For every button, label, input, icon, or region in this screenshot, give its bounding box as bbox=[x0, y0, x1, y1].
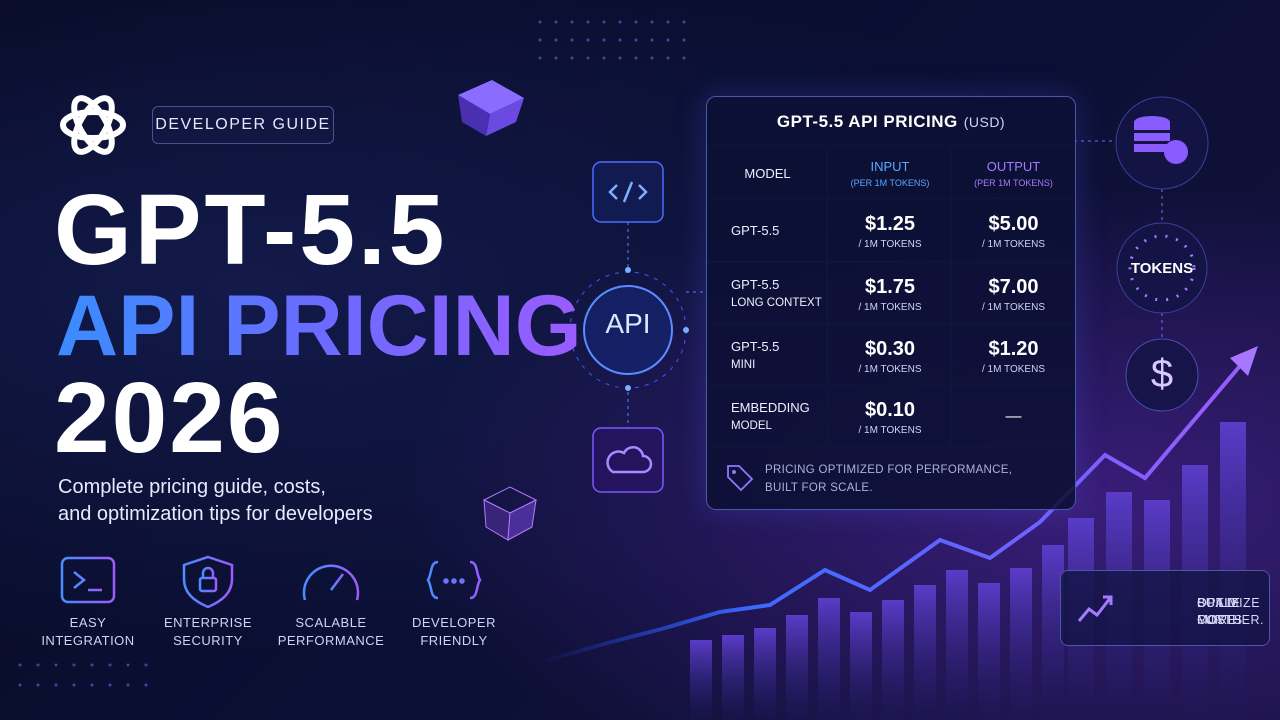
price: $1.75 bbox=[864, 275, 916, 298]
pricing-table: GPT-5.5 API PRICING (USD) PRICING OPTIMIZ… bbox=[706, 96, 1076, 510]
price-cell: — bbox=[952, 387, 1075, 447]
title-text: GPT-5.5 API PRICING bbox=[776, 112, 958, 131]
footer-line: PRICING OPTIMIZED FOR PERFORMANCE, bbox=[765, 464, 1013, 476]
dollar-icon: $ bbox=[1150, 352, 1174, 396]
cube bbox=[458, 80, 538, 541]
model-cell: GPT-5.5 LONG CONTEXT bbox=[707, 263, 828, 325]
feature-label: FRIENDLY bbox=[420, 633, 488, 648]
callout: OPTIMIZE COSTS. BUILD MORE. SCALE FURTHER. bbox=[1060, 570, 1270, 646]
headline: API PRICING bbox=[56, 278, 582, 374]
feature-label: INTEGRATION bbox=[41, 633, 135, 648]
headline: GPT-5.5 bbox=[54, 174, 448, 286]
tag-icon bbox=[727, 465, 754, 492]
feature-label: EASY bbox=[69, 615, 107, 630]
price: $7.00 bbox=[988, 275, 1039, 298]
header-cell: INPUT (PER 1M TOKENS) bbox=[828, 147, 952, 199]
header-label: OUTPUT bbox=[986, 158, 1041, 174]
right-diagram bbox=[1074, 96, 1209, 412]
price: $0.10 bbox=[864, 398, 916, 421]
api-diagram bbox=[567, 161, 706, 493]
api-label: API bbox=[605, 308, 651, 339]
feature: ENTERPRISE SECURITY bbox=[148, 614, 268, 650]
feature-label: DEVELOPER bbox=[412, 615, 496, 630]
badge: DEVELOPER GUIDE bbox=[152, 106, 334, 144]
title-unit: (USD) bbox=[963, 114, 1006, 130]
model-name: MODEL bbox=[731, 420, 772, 432]
feature-label: PERFORMANCE bbox=[277, 633, 385, 648]
price-unit: / 1M TOKENS bbox=[982, 301, 1045, 313]
trend-icon bbox=[1077, 595, 1113, 622]
model-name: GPT-5.5 bbox=[731, 277, 780, 292]
feature-label: ENTERPRISE bbox=[163, 615, 253, 630]
model-cell: EMBEDDING MODEL bbox=[707, 387, 828, 447]
price-cell: $0.30 / 1M TOKENS bbox=[828, 325, 952, 387]
price-unit: / 1M TOKENS bbox=[858, 363, 922, 375]
header-label: MODEL bbox=[744, 165, 791, 181]
feature: EASY INTEGRATION bbox=[28, 614, 148, 650]
feature: SCALABLE PERFORMANCE bbox=[271, 614, 391, 650]
price: $1.20 bbox=[988, 337, 1039, 360]
header-cell: OUTPUT (PER 1M TOKENS) bbox=[952, 147, 1075, 199]
price-unit: / 1M TOKENS bbox=[982, 238, 1045, 250]
price-cell: $5.00 / 1M TOKENS bbox=[952, 199, 1075, 263]
price-unit: / 1M TOKENS bbox=[982, 363, 1045, 375]
feature-label: SECURITY bbox=[173, 633, 243, 648]
header-sub: (PER 1M TOKENS) bbox=[850, 177, 930, 188]
price: $1.25 bbox=[864, 212, 916, 235]
callout-line: OPTIMIZE COSTS. bbox=[1197, 596, 1261, 627]
footer-line: BUILT FOR SCALE. bbox=[765, 482, 873, 494]
price-cell: $1.20 / 1M TOKENS bbox=[952, 325, 1075, 387]
model-cell: GPT-5.5 bbox=[707, 199, 828, 263]
price: — bbox=[1005, 408, 1022, 425]
model-name: MINI bbox=[731, 359, 756, 371]
price-cell: $0.10 / 1M TOKENS bbox=[828, 387, 952, 447]
price-unit: / 1M TOKENS bbox=[858, 301, 922, 313]
callout-line: SCALE FURTHER. bbox=[1197, 596, 1264, 627]
tokens-label: TOKENS bbox=[1130, 260, 1194, 277]
subtitle-line: and optimization tips for developers bbox=[58, 503, 373, 525]
price-unit: / 1M TOKENS bbox=[858, 424, 922, 436]
price: $0.30 bbox=[864, 337, 916, 360]
model-name: LONG CONTEXT bbox=[731, 297, 822, 309]
price-cell: $1.25 / 1M TOKENS bbox=[828, 199, 952, 263]
table-footer: PRICING OPTIMIZED FOR PERFORMANCE, BUILT … bbox=[765, 461, 1012, 497]
dot-grid bbox=[18, 20, 686, 687]
callout-line: BUILD MORE. bbox=[1197, 596, 1241, 627]
model-cell: GPT-5.5 MINI bbox=[707, 325, 828, 387]
table-title: GPT-5.5 API PRICING (USD) bbox=[707, 97, 1075, 147]
feature-icons bbox=[60, 555, 482, 609]
header-label: INPUT bbox=[870, 158, 910, 174]
headline: 2026 bbox=[54, 362, 285, 474]
model-name: GPT-5.5 bbox=[731, 223, 780, 238]
logo bbox=[60, 95, 126, 155]
feature-label: SCALABLE bbox=[295, 615, 367, 630]
price-unit: / 1M TOKENS bbox=[858, 238, 922, 250]
model-name: EMBEDDING bbox=[731, 400, 810, 415]
subtitle-line: Complete pricing guide, costs, bbox=[58, 476, 326, 498]
model-name: GPT-5.5 bbox=[731, 339, 780, 354]
price-cell: $1.75 / 1M TOKENS bbox=[828, 263, 952, 325]
price-cell: $7.00 / 1M TOKENS bbox=[952, 263, 1075, 325]
feature: DEVELOPER FRIENDLY bbox=[394, 614, 514, 650]
trend-line bbox=[539, 346, 1258, 664]
header-cell: MODEL bbox=[707, 147, 828, 199]
price: $5.00 bbox=[988, 212, 1039, 235]
subtitle: Complete pricing guide, costs, and optim… bbox=[58, 474, 373, 528]
header-sub: (PER 1M TOKENS) bbox=[974, 177, 1053, 188]
